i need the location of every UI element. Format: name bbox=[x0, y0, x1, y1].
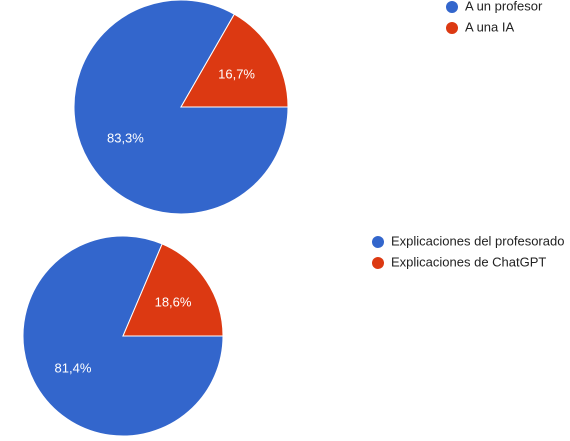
slice-label: 81,4% bbox=[55, 361, 92, 376]
legend-marker bbox=[446, 1, 458, 13]
pie-slice bbox=[180, 13, 289, 108]
legend-label: Explicaciones de ChatGPT bbox=[391, 254, 546, 269]
slice-label: 18,6% bbox=[155, 294, 192, 309]
slice-label: 16,7% bbox=[218, 66, 255, 81]
pie-slice bbox=[122, 243, 224, 337]
legend-label: Explicaciones del profesorado bbox=[391, 233, 564, 248]
legend-label: A una IA bbox=[465, 19, 514, 34]
legend-marker bbox=[372, 257, 384, 269]
legend-marker bbox=[372, 236, 384, 248]
slice-label: 83,3% bbox=[107, 131, 144, 146]
legend-marker bbox=[446, 22, 458, 34]
legend-label: A un profesor bbox=[465, 0, 543, 13]
